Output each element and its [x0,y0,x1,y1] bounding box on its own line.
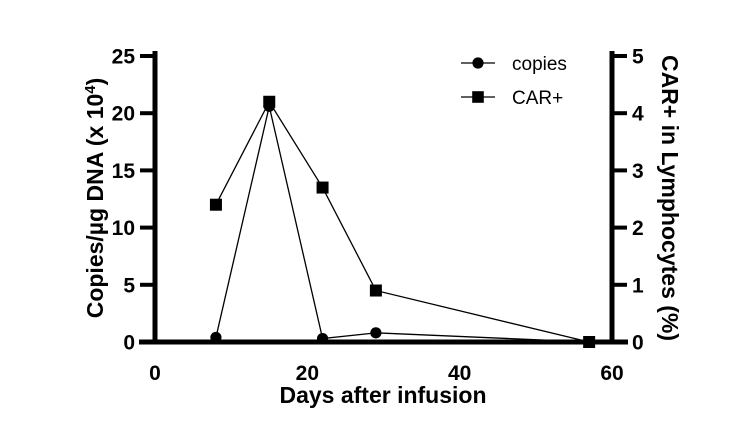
data-point-CAR+-day22 [316,181,329,194]
data-point-CAR+-day57 [583,336,596,348]
y-right-tick-label: 5 [632,46,644,69]
x-tick-label: 0 [149,362,161,385]
series-line-CAR+ [215,100,590,343]
y-left-tick-label: 15 [112,160,136,183]
legend-item-copies: copies [461,54,567,75]
data-point-copies-day29 [370,327,382,339]
data-point-CAR+-day8 [209,198,222,211]
legend-square-marker-icon [472,91,484,103]
y-right-tick-label: 4 [632,103,644,126]
x-tick-label: 60 [600,362,623,385]
x-tick-label: 40 [448,362,471,385]
x-tick-label: 20 [296,362,319,385]
y-right-tick-label: 0 [632,332,644,355]
y-right-tick-label: 3 [632,160,644,183]
y-right-tick-label: 1 [632,274,644,297]
y-left-tick-label: 5 [123,274,135,297]
y-left-tick-label: 0 [123,332,135,355]
data-point-CAR+-day15 [263,95,276,108]
legend-label-car-plus: CAR+ [512,88,563,109]
legend: copies CAR+ [461,54,567,109]
y-axis-title-left: Copies/µg DNA (x 104) [82,78,108,319]
y-axis-title-right: CAR+ in Lymphocytes (%) [657,55,683,341]
legend-item-car-plus: CAR+ [461,88,563,109]
y-left-tick-label: 10 [112,217,135,240]
series-line-copies [215,106,590,343]
x-axis-title: Days after infusion [279,382,486,408]
legend-label-copies: copies [512,54,567,75]
legend-circle-marker-icon [472,57,484,69]
data-point-copies-day8 [210,331,222,344]
data-point-CAR+-day29 [369,284,382,297]
data-point-copies-day22 [316,332,329,345]
y-left-tick-label: 25 [112,46,136,69]
y-left-tick-label: 20 [112,103,135,126]
y-right-tick-label: 2 [632,217,644,240]
axes [139,51,628,345]
